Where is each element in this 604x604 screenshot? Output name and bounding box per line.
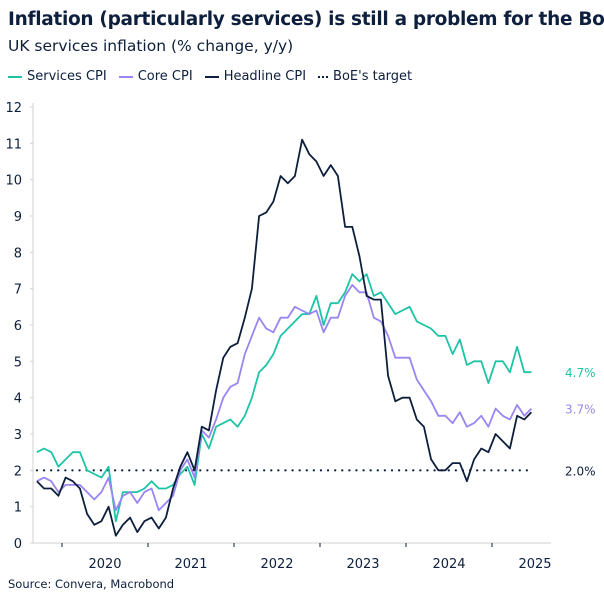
legend-label: BoE's target xyxy=(333,69,413,84)
legend-item-core-cpi: Core CPI xyxy=(118,69,193,84)
legend-item-services-cpi: Services CPI xyxy=(8,69,107,84)
core-cpi-end-label: 3.7% xyxy=(565,403,596,417)
y-tick-label: 9 xyxy=(14,210,22,225)
x-tick-label: 2022 xyxy=(260,557,293,572)
y-tick-label: 12 xyxy=(5,101,22,116)
legend-swatch xyxy=(8,75,22,78)
core-cpi-line xyxy=(36,284,533,512)
x-tick-label: 2023 xyxy=(346,557,379,572)
y-tick-label: 10 xyxy=(5,174,22,189)
legend-swatch xyxy=(204,75,219,78)
y-tick-label: 7 xyxy=(14,283,22,298)
legend-label: Headline CPI xyxy=(223,69,307,84)
x-tick-label: 2025 xyxy=(518,557,551,572)
y-tick-label: 5 xyxy=(14,355,22,370)
legend: Services CPI Core CPI Headline CPI BoE's… xyxy=(8,69,412,84)
y-tick-label: 8 xyxy=(14,246,22,261)
legend-label: Core CPI xyxy=(137,69,193,84)
x-tick-label: 2024 xyxy=(432,557,465,572)
boe-target-end-label: 2.0% xyxy=(565,464,596,478)
legend-swatch-dotted xyxy=(318,75,329,78)
legend-item-boe-target: BoE's target xyxy=(318,69,412,84)
legend-label: Services CPI xyxy=(27,69,107,84)
legend-swatch xyxy=(118,75,133,78)
source-note: Source: Convera, Macrobond xyxy=(8,577,175,591)
y-tick-label: 6 xyxy=(14,319,22,334)
x-tick-label: 2020 xyxy=(88,557,121,572)
y-tick-label: 11 xyxy=(5,137,22,152)
y-tick-label: 4 xyxy=(14,392,22,407)
y-tick-label: 2 xyxy=(14,464,22,479)
services-cpi-line xyxy=(36,273,532,523)
y-tick-label: 1 xyxy=(14,501,22,516)
x-tick-label: 2021 xyxy=(174,557,207,572)
headline-cpi-line xyxy=(36,138,533,537)
legend-item-headline-cpi: Headline CPI xyxy=(204,69,307,84)
services-cpi-end-label: 4.7% xyxy=(565,366,596,380)
y-tick-label: 3 xyxy=(14,428,22,443)
chart-title: Inflation (particularly services) is sti… xyxy=(8,9,604,30)
chart-subtitle: UK services inflation (% change, y/y) xyxy=(8,37,294,55)
y-tick-label: 0 xyxy=(14,537,22,552)
